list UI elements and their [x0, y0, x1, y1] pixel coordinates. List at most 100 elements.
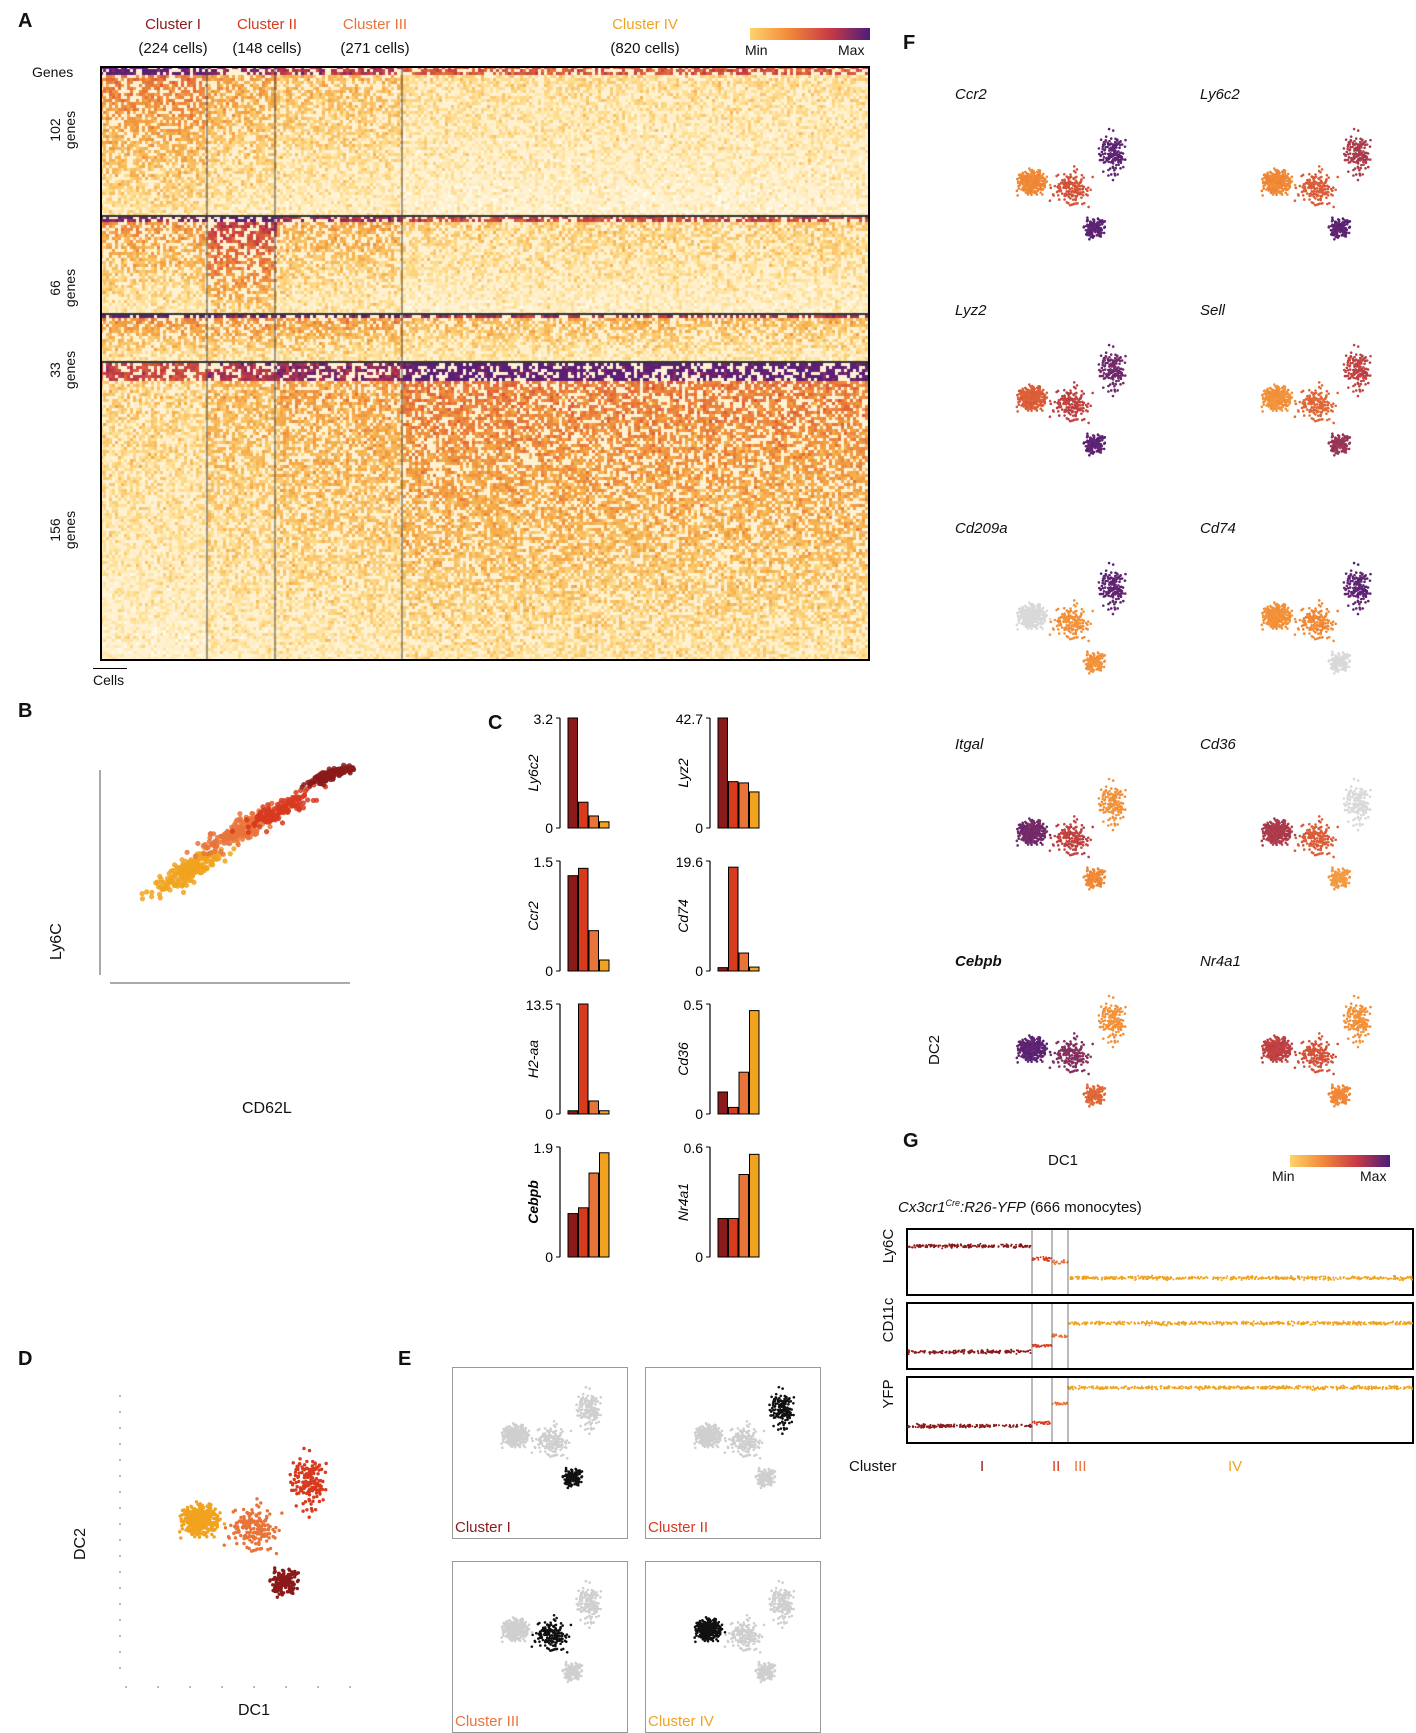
cluster-highlight-point — [531, 1437, 534, 1440]
cluster-highlight-point — [787, 1608, 790, 1611]
cluster-highlight-point — [743, 1649, 746, 1652]
cluster-highlight-point — [781, 1615, 784, 1618]
cluster-highlight-point — [556, 1630, 559, 1633]
flow-event-point — [325, 776, 330, 781]
diffusion-map-point — [321, 1498, 324, 1501]
cluster-highlight-point — [717, 1441, 720, 1444]
cluster-highlight-point — [780, 1411, 783, 1414]
cluster-highlight-point — [586, 1602, 589, 1605]
diffusion-map-point — [315, 1495, 318, 1498]
diffusion-map-point — [252, 1527, 255, 1530]
diffusion-map-point — [321, 1488, 324, 1491]
cluster-highlight-point — [595, 1591, 598, 1594]
cluster-highlight-point — [506, 1426, 509, 1429]
diffusion-map-point — [179, 1536, 182, 1539]
flow-event-point — [293, 790, 298, 795]
diffusion-map-point — [259, 1501, 262, 1504]
cluster-highlight-point — [763, 1670, 766, 1673]
cluster-highlight-point — [508, 1430, 511, 1433]
cluster-highlight-point — [510, 1630, 513, 1633]
diffusion-map-point — [260, 1547, 263, 1550]
bar-chart-bar — [718, 1092, 728, 1114]
cluster-highlight-point — [581, 1475, 584, 1478]
cluster-highlight-point — [518, 1625, 521, 1628]
cluster-highlight-point — [501, 1446, 504, 1449]
cluster-highlight-point — [781, 1387, 784, 1390]
cluster-highlight-point — [515, 1631, 518, 1634]
cluster-highlight-point — [757, 1640, 760, 1643]
cluster-highlight-point — [777, 1400, 780, 1403]
cluster-highlight-point — [590, 1400, 593, 1403]
cluster-highlight-point — [755, 1475, 758, 1478]
diffusion-map-point — [315, 1477, 318, 1480]
cluster-highlight-point — [593, 1418, 596, 1421]
cluster-highlight-point — [556, 1639, 559, 1642]
diffusion-map-point — [208, 1528, 211, 1531]
cluster-highlight-point — [587, 1621, 590, 1624]
diffusion-map-point — [264, 1528, 267, 1531]
cluster-highlight-point — [708, 1437, 711, 1440]
bar-chart-bar — [739, 1072, 749, 1114]
cluster-highlight-point — [579, 1608, 582, 1611]
cluster-highlight-label: Cluster III — [455, 1713, 519, 1730]
cluster-highlight-point — [792, 1608, 795, 1611]
diffusion-map-point — [282, 1569, 285, 1572]
genes-axis-label: Genes — [32, 64, 73, 80]
cluster-highlight-point — [585, 1386, 588, 1389]
cluster-highlight-point — [781, 1421, 784, 1424]
diffusion-map-point — [317, 1479, 320, 1482]
cluster-highlight-point — [547, 1628, 550, 1631]
diffusion-map-point — [295, 1465, 298, 1468]
bar-chart-bar — [729, 867, 739, 971]
cluster-highlight-point — [551, 1440, 554, 1443]
cluster-highlight-point — [777, 1428, 780, 1431]
cluster-highlight-point — [587, 1427, 590, 1430]
cluster-highlight-point — [790, 1408, 793, 1411]
cluster-highlight-point — [514, 1618, 517, 1621]
flow-event-point — [178, 871, 183, 876]
cluster-highlight-point — [788, 1591, 791, 1594]
cluster-highlight-point — [703, 1431, 706, 1434]
bar-chart-bar — [750, 967, 760, 971]
cluster-highlight-point — [559, 1432, 562, 1435]
cluster-iii-label: Cluster III — [320, 16, 430, 33]
cluster-highlight-point — [570, 1484, 573, 1487]
diffusion-map-point — [308, 1516, 311, 1519]
cluster-highlight-point — [777, 1610, 780, 1613]
cluster-highlight-point — [749, 1442, 752, 1445]
cluster-highlight-point — [788, 1605, 791, 1608]
flow-event-point — [301, 800, 306, 805]
diffusion-map-point — [215, 1518, 218, 1521]
cluster-highlight-point — [559, 1626, 562, 1629]
cluster-highlight-point — [769, 1469, 772, 1472]
cluster-highlight-point — [757, 1668, 760, 1671]
cluster-highlight-point — [564, 1446, 567, 1449]
cluster-highlight-point — [770, 1671, 773, 1674]
bar-chart-ymax-label: 1.9 — [534, 1140, 554, 1156]
diffusion-map-point — [199, 1516, 202, 1519]
cluster-highlight-point — [580, 1481, 583, 1484]
cluster-highlight-point — [574, 1662, 577, 1665]
cluster-highlight-point — [781, 1432, 784, 1435]
cluster-highlight-point — [754, 1444, 757, 1447]
flow-event-point — [144, 889, 149, 894]
cluster-highlight-point — [585, 1580, 588, 1583]
cluster-highlight-point — [553, 1634, 556, 1637]
cluster-highlight-point — [537, 1443, 540, 1446]
cluster-highlight-point — [561, 1640, 564, 1643]
diffusion-map-point — [306, 1484, 309, 1487]
cluster-highlight-point — [558, 1438, 561, 1441]
cluster-highlight-point — [772, 1404, 775, 1407]
panel-label-e: E — [398, 1348, 411, 1371]
cluster-highlight-point — [785, 1427, 788, 1430]
cluster-highlight-point — [787, 1597, 790, 1600]
cluster-highlight-point — [535, 1632, 538, 1635]
flow-event-point — [264, 829, 269, 834]
cluster-highlight-point — [574, 1475, 577, 1478]
cluster-highlight-point — [566, 1457, 569, 1460]
cluster-highlight-point — [758, 1442, 761, 1445]
cluster-highlight-point — [515, 1623, 518, 1626]
cluster-highlight-point — [772, 1414, 775, 1417]
cluster-highlight-point — [770, 1477, 773, 1480]
diffusion-map-point — [297, 1571, 300, 1574]
